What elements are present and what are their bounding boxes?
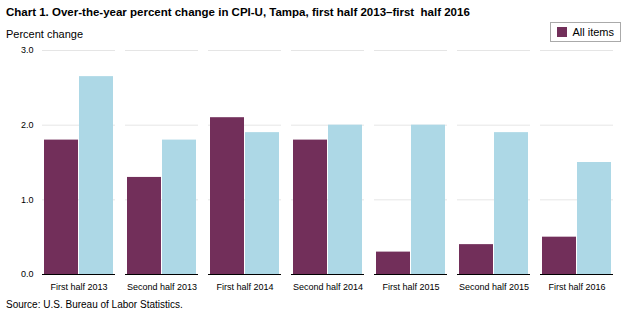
svg-text:Second half 2013: Second half 2013 [127,282,197,292]
svg-text:Second half 2014: Second half 2014 [293,282,363,292]
html-text:All items: All items [572,26,614,38]
svg-text:2.0: 2.0 [21,120,34,130]
html-text:Percent change: Percent change [6,28,84,40]
svg-text:First half 2013: First half 2013 [50,282,107,292]
svg-text:First half 2015: First half 2015 [382,282,439,292]
html-text:Source: U.S. Bureau of Labor S: Source: U.S. Bureau of Labor Statistics. [6,299,183,310]
svg-text:First half 2016: First half 2016 [548,282,605,292]
svg-text:3.0: 3.0 [21,45,34,55]
svg-text:First half 2014: First half 2014 [216,282,273,292]
svg-text:0.0: 0.0 [21,269,34,279]
svg-text:1.0: 1.0 [21,195,34,205]
svg-text:Second half 2015: Second half 2015 [459,282,529,292]
html-text:Chart 1. Over-the-year percent: Chart 1. Over-the-year percent change in… [6,6,470,18]
